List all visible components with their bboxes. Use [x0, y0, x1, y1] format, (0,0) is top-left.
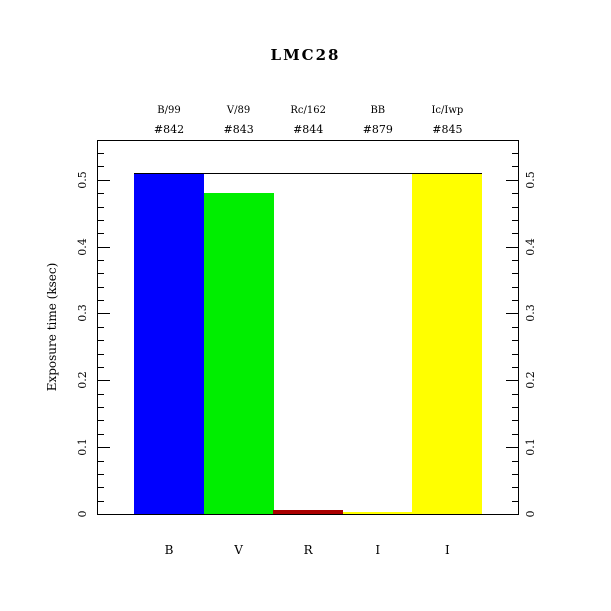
y-axis-tick — [98, 327, 104, 328]
filter-name-label: Rc/162 — [290, 105, 326, 116]
bar-I-4 — [343, 512, 413, 514]
y-axis-tick — [512, 487, 518, 488]
y-axis-tick — [512, 287, 518, 288]
y-axis-tick — [512, 474, 518, 475]
y-axis-tick — [506, 380, 518, 381]
reference-line — [134, 173, 482, 174]
y-axis-tick — [98, 153, 104, 154]
y-axis-tick — [98, 407, 104, 408]
y-tick-label-right: 0 — [524, 510, 537, 518]
y-axis-tick — [98, 260, 104, 261]
y-axis-tick — [512, 501, 518, 502]
y-tick-label-right: 0.4 — [524, 237, 537, 256]
y-axis-tick — [98, 514, 110, 515]
y-axis-tick — [98, 501, 104, 502]
filter-name-label: Ic/Iwp — [431, 105, 464, 116]
y-axis-tick — [512, 260, 518, 261]
y-axis-tick — [512, 461, 518, 462]
y-axis-tick — [512, 153, 518, 154]
y-axis-tick — [512, 354, 518, 355]
y-axis-tick — [512, 327, 518, 328]
y-axis-tick — [98, 461, 104, 462]
x-category-label: B — [164, 543, 174, 557]
y-axis-tick — [98, 193, 104, 194]
plot-area — [97, 140, 519, 515]
y-axis-tick — [512, 300, 518, 301]
y-tick-label-right: 0.5 — [524, 171, 537, 189]
y-axis-tick — [98, 313, 110, 314]
y-axis-tick — [98, 420, 104, 421]
y-tick-label-left: 0 — [76, 510, 89, 518]
filter-number-label: #844 — [293, 123, 324, 136]
x-category-label: I — [445, 543, 450, 557]
y-axis-tick — [512, 207, 518, 208]
y-axis-tick — [98, 487, 104, 488]
filter-number-label: #879 — [362, 123, 393, 136]
y-axis-tick — [98, 354, 104, 355]
y-tick-label-left: 0.3 — [76, 304, 89, 323]
y-axis-tick — [512, 220, 518, 221]
y-axis-label: Exposure time (ksec) — [45, 262, 59, 392]
y-axis-tick — [98, 287, 104, 288]
filter-name-label: BB — [370, 105, 386, 116]
y-axis-tick — [98, 233, 104, 234]
y-tick-label-left: 0.4 — [76, 237, 89, 256]
y-axis-tick — [506, 180, 518, 181]
filter-name-label: B/99 — [157, 105, 181, 116]
y-axis-tick — [512, 340, 518, 341]
y-axis-tick — [98, 340, 104, 341]
y-tick-label-right: 0.3 — [524, 304, 537, 323]
y-axis-tick — [98, 247, 110, 248]
y-tick-label-left: 0.2 — [76, 371, 89, 390]
x-category-label: V — [234, 543, 243, 557]
y-axis-tick — [506, 514, 518, 515]
y-axis-tick — [98, 380, 110, 381]
y-tick-label-left: 0.5 — [76, 171, 89, 189]
bar-R-3 — [273, 510, 343, 514]
y-axis-tick — [98, 447, 110, 448]
filter-number-label: #843 — [223, 123, 254, 136]
filter-number-label: #845 — [432, 123, 463, 136]
x-category-label: I — [375, 543, 381, 557]
y-axis-tick — [512, 193, 518, 194]
y-axis-tick — [98, 220, 104, 221]
y-tick-label-left: 0.1 — [76, 438, 89, 456]
y-axis-tick — [512, 407, 518, 408]
y-axis-tick — [98, 394, 104, 395]
y-axis-tick — [98, 180, 110, 181]
y-axis-tick — [512, 367, 518, 368]
y-axis-tick — [512, 420, 518, 421]
y-axis-tick — [98, 434, 104, 435]
y-axis-tick — [512, 233, 518, 234]
y-tick-label-right: 0.1 — [524, 438, 537, 456]
y-axis-tick — [98, 207, 104, 208]
filter-name-label: V/89 — [226, 105, 251, 116]
y-axis-tick — [512, 434, 518, 435]
y-axis-tick — [512, 273, 518, 274]
bar-V-2 — [204, 193, 274, 514]
y-axis-tick — [98, 300, 104, 301]
y-axis-tick — [98, 474, 104, 475]
bar-I-5 — [412, 173, 482, 514]
chart-title: LMC28 — [270, 46, 341, 64]
y-axis-tick — [98, 273, 104, 274]
y-axis-tick — [506, 313, 518, 314]
filter-number-label: #842 — [153, 123, 185, 136]
y-axis-tick — [98, 166, 104, 167]
x-category-label: R — [303, 543, 313, 557]
y-axis-tick — [506, 447, 518, 448]
y-axis-tick — [512, 166, 518, 167]
bar-B-1 — [134, 173, 204, 514]
y-tick-label-right: 0.2 — [524, 371, 537, 390]
y-axis-tick — [512, 394, 518, 395]
y-axis-tick — [98, 367, 104, 368]
y-axis-tick — [506, 247, 518, 248]
